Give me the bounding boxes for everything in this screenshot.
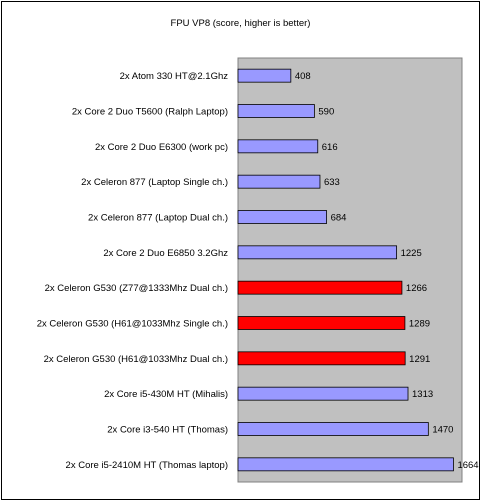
category-label: 2x Core 2 Duo T5600 (Ralph Laptop) xyxy=(72,107,228,118)
category-label: 2x Celeron G530 (H61@1033Mhz Single ch.) xyxy=(37,319,228,330)
chart-title: FPU VP8 (score, higher is better) xyxy=(170,18,311,29)
bar xyxy=(237,422,429,436)
bar xyxy=(237,68,292,83)
bar xyxy=(237,245,398,260)
bar xyxy=(237,316,406,330)
category-label: 2x Celeron 877 (Laptop Single ch.) xyxy=(81,177,228,188)
category-label: 2x Core i5-430M HT (Mihalis) xyxy=(104,389,228,400)
value-labels: 408 590 616 633 684 1225 1266 1289 1291 1313 1470 1… xyxy=(295,71,479,471)
value-label: 633 xyxy=(324,177,340,188)
value-label: 1313 xyxy=(412,389,433,400)
value-label: 684 xyxy=(331,213,347,224)
category-labels: 2x Atom 330 HT@2.1Ghz 2x Core 2 Duo T5600… xyxy=(37,71,229,471)
bar xyxy=(237,351,406,366)
value-label: 1266 xyxy=(406,283,427,294)
value-label: 1664 xyxy=(457,460,478,471)
category-label: 2x Celeron 877 (Laptop Dual ch.) xyxy=(88,213,228,224)
plot-area xyxy=(237,57,463,483)
category-label: 2x Core i3-540 HT (Thomas) xyxy=(107,425,228,436)
value-label: 590 xyxy=(318,107,334,118)
category-label: 2x Celeron G530 (H61@1033Mhz Dual ch.) xyxy=(44,354,228,365)
category-label: 2x Atom 330 HT@2.1Ghz xyxy=(120,71,229,82)
bar xyxy=(237,280,403,295)
value-label: 616 xyxy=(322,142,338,153)
value-label: 1225 xyxy=(401,248,422,259)
bar xyxy=(237,210,327,224)
value-label: 1289 xyxy=(409,319,430,330)
bar xyxy=(237,457,454,472)
bars xyxy=(237,68,454,472)
category-label: 2x Core 2 Duo E6300 (work pc) xyxy=(95,142,228,153)
category-label: 2x Core i5-2410M HT (Thomas laptop) xyxy=(66,460,228,471)
bar xyxy=(237,139,319,154)
bar xyxy=(237,104,315,118)
bar xyxy=(237,386,409,401)
category-label: 2x Celeron G530 (Z77@1333Mhz Dual ch.) xyxy=(45,283,228,294)
value-label: 1470 xyxy=(432,425,453,436)
value-label: 408 xyxy=(295,71,311,82)
value-label: 1291 xyxy=(409,354,430,365)
bar xyxy=(237,174,321,189)
category-label: 2x Core 2 Duo E6850 3.2Ghz xyxy=(103,248,228,259)
